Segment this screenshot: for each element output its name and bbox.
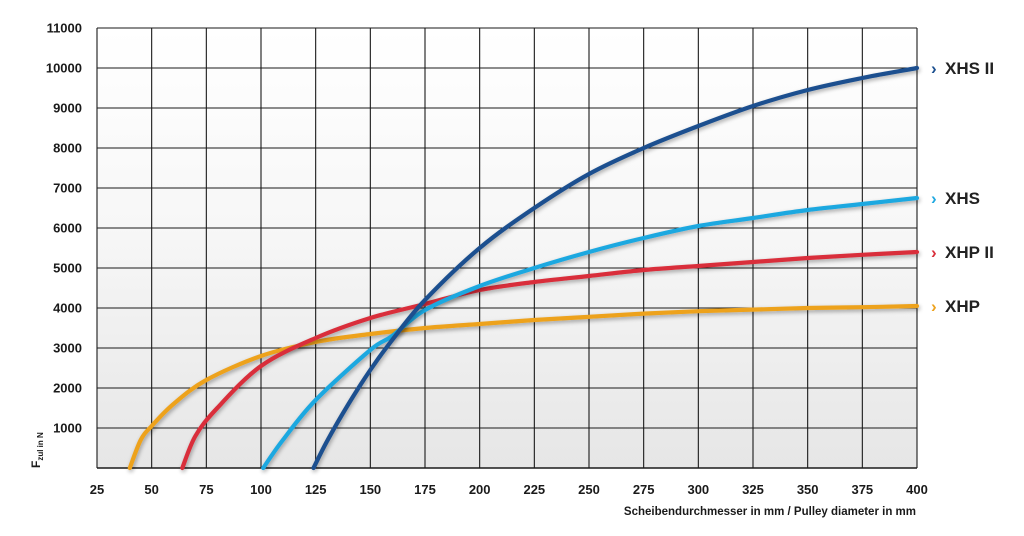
y-tick-label: 5000 (53, 261, 82, 276)
y-tick-label: 8000 (53, 141, 82, 156)
legend-item-xhp: › XHP (931, 297, 980, 316)
x-tick-label: 350 (797, 482, 819, 497)
legend-marker: › (931, 59, 937, 78)
series-line-xhp-ii (180, 249, 920, 471)
x-tick-label: 175 (414, 482, 436, 497)
y-tick-label: 11000 (47, 21, 82, 36)
legend-label: XHS II (945, 59, 994, 78)
y-tick-label: 3000 (53, 341, 82, 356)
y-tick-label: 6000 (53, 221, 82, 236)
svg-text:Fzul in N: Fzul in N (29, 432, 45, 468)
x-tick-label: 200 (469, 482, 491, 497)
x-tick-label: 275 (633, 482, 655, 497)
y-tick-label: 4000 (53, 301, 82, 316)
legend-item-xhp-ii: › XHP II (931, 243, 994, 262)
y-axis-label-main: F (29, 461, 43, 468)
grid (96, 27, 918, 469)
series-line-xhp (127, 303, 920, 471)
x-tick-label: 125 (305, 482, 327, 497)
legend: › XHS II › XHS › XHP II › XHP (931, 59, 994, 316)
x-tick-label: 250 (578, 482, 600, 497)
x-tick-label: 150 (359, 482, 381, 497)
x-tick-label: 400 (906, 482, 928, 497)
legend-label: XHP (945, 297, 980, 316)
legend-item-xhs-ii: › XHS II (931, 59, 994, 78)
y-tick-labels: 1000 2000 3000 4000 5000 6000 7000 8000 9000 1000… (46, 21, 82, 436)
legend-item-xhs: › XHS (931, 189, 980, 208)
x-tick-label: 375 (851, 482, 873, 497)
y-tick-label: 10000 (46, 61, 82, 76)
x-tick-label: 225 (523, 482, 545, 497)
legend-marker: › (931, 297, 937, 316)
y-tick-label: 9000 (53, 101, 82, 116)
x-axis-label: Scheibendurchmesser in mm / Pulley diame… (624, 506, 916, 518)
x-tick-label: 300 (687, 482, 709, 497)
y-tick-label: 7000 (53, 181, 82, 196)
y-tick-label: 1000 (53, 421, 82, 436)
x-tick-label: 25 (90, 482, 104, 497)
y-axis-label-sub: zul in N (36, 432, 45, 461)
x-tick-label: 325 (742, 482, 764, 497)
legend-marker: › (931, 243, 937, 262)
plot-background (97, 28, 917, 468)
y-axis-label: Fzul in N (29, 432, 45, 468)
legend-marker: › (931, 189, 937, 208)
x-tick-label: 50 (144, 482, 158, 497)
x-tick-label: 100 (250, 482, 272, 497)
series-lines (127, 65, 920, 471)
y-tick-label: 2000 (53, 381, 82, 396)
x-tick-label: 75 (199, 482, 213, 497)
x-tick-labels: 25 50 75 100 125 150 175 200 225 250 275 300 325 350 3… (90, 482, 928, 497)
series-line-xhs-ii (311, 65, 920, 471)
legend-label: XHS (945, 189, 980, 208)
series-line-xhs (261, 195, 920, 471)
legend-label: XHP II (945, 243, 994, 262)
